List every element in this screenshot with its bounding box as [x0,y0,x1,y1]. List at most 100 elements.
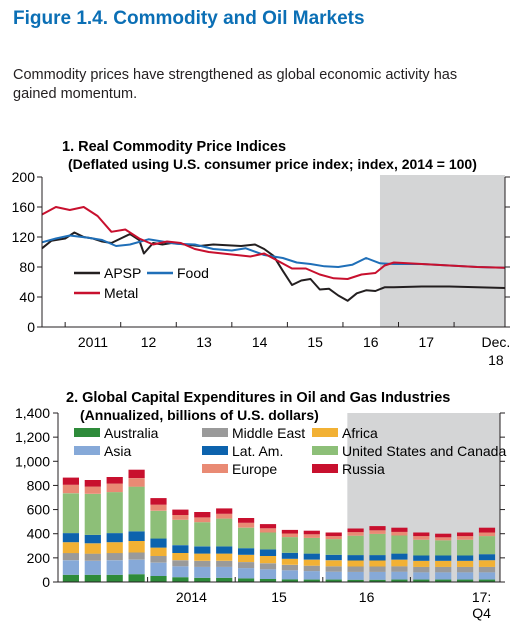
europe-bar [216,513,233,519]
x-tick-label: 15 [307,334,323,350]
food-line [41,234,506,269]
lat_am-bar [303,553,320,560]
middle_east-bar [457,566,474,573]
lat_am-bar [325,554,342,561]
x-tick-label: 14 [252,334,268,350]
russia-bar [281,529,298,534]
africa-bar [325,560,342,567]
australia-bar [216,577,233,582]
middle_east-bar [435,566,452,573]
united_states_and_canada-bar [62,493,79,534]
lat_am-legend-swatch [202,446,228,455]
russia-bar [478,527,496,533]
asia-bar [106,560,123,575]
asia-bar [457,572,474,580]
australia-bar [413,579,430,582]
russia-bar [259,524,277,529]
australia-bar [150,576,167,582]
united_states_and_canada-bar [194,522,211,547]
y-tick-label: 1,400 [15,405,50,421]
lat_am-bar [369,555,386,561]
europe-bar [303,534,320,538]
x-tick-label: Q4 [472,605,491,621]
lat_am-legend-label: Lat. Am. [232,443,283,459]
middle_east-bar [62,553,79,561]
europe-bar [128,478,145,487]
europe-bar [194,517,211,523]
united_states_and_canada-bar [435,540,452,556]
asia-legend-label: Asia [104,443,131,459]
x-tick-label: 17: [472,589,491,605]
apsp-legend-label: APSP [104,265,141,281]
europe-bar [259,528,277,533]
russia-bar [457,532,474,537]
europe-bar [478,532,496,537]
lat_am-bar [238,548,255,555]
lat_am-bar [216,546,233,554]
russia-bar [435,533,452,538]
australia-bar [62,574,79,582]
middle_east-bar [106,553,123,561]
lat_am-bar [62,533,79,543]
middle_east-bar [194,560,211,567]
united_states_and_canada-bar [369,534,386,556]
europe-bar [325,536,342,540]
y-tick-label: 200 [12,169,36,185]
x-tick-label: 18 [488,352,504,368]
africa-bar [128,541,145,553]
x-tick-label: 16 [359,589,375,605]
y-tick-label: 200 [27,550,51,566]
russia-bar [347,528,364,533]
united_states_and_canada-bar [106,492,123,534]
europe-bar [347,532,364,536]
russia-bar [106,477,123,484]
africa-bar [347,560,364,567]
australia-bar [303,579,320,582]
middle_east-bar [259,563,277,570]
australia-bar [238,578,255,582]
middle_east-bar [478,566,496,573]
australia-legend-label: Australia [104,425,159,441]
lat_am-bar [150,538,167,548]
australia-bar [457,579,474,582]
europe-bar [435,537,452,541]
africa-bar [281,558,298,565]
russia-bar [172,509,189,515]
asia-bar [281,570,298,580]
lat_am-bar [172,545,189,553]
united_states_and_canada-bar [303,537,320,554]
y-tick-label: 0 [27,319,35,335]
metal-line [41,206,506,280]
middle_east-bar [172,560,189,567]
russia-legend-swatch [312,464,338,473]
panel2-subtitle: (Annualized, billions of U.S. dollars) [80,407,319,423]
united_states_and_canada-bar [172,519,189,546]
australia-bar [478,579,496,582]
metal-legend-label: Metal [104,285,138,301]
united_states_and_canada-bar [478,536,496,555]
y-tick-label: 120 [12,229,36,245]
figure-subtitle: Commodity prices have strengthened as gl… [13,67,458,102]
africa-bar [457,560,474,567]
united_states_and_canada-legend-swatch [312,446,338,455]
asia-bar [347,572,364,580]
africa-bar [216,553,233,561]
y-tick-label: 80 [19,259,35,275]
lat_am-bar [413,555,430,561]
europe-bar [150,504,167,511]
middle_east-bar [391,566,408,572]
australia-bar [106,574,123,582]
russia-bar [84,480,101,487]
middle_east-bar [413,566,430,573]
x-tick-label: 13 [196,334,212,350]
united_states_and_canada-bar [325,539,342,555]
united_states_and_canada-bar [413,539,430,556]
russia-bar [369,526,386,531]
middle_east-bar [347,566,364,572]
russia-legend-label: Russia [342,461,385,477]
united_states_and_canada-bar [347,535,364,556]
russia-bar [413,532,430,537]
lat_am-bar [435,555,452,561]
lat_am-bar [281,552,298,559]
middle_east-bar [216,560,233,567]
